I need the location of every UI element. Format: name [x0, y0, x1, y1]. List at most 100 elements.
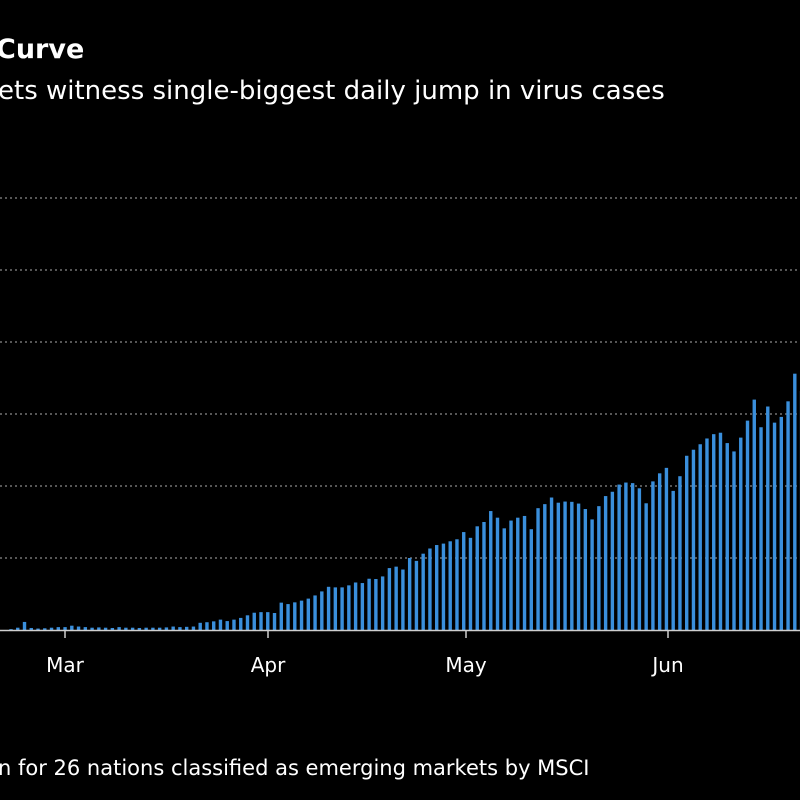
bar — [529, 529, 533, 630]
bar — [239, 617, 243, 630]
bar — [462, 532, 466, 630]
bar — [144, 627, 148, 630]
bar — [428, 548, 432, 630]
bar — [124, 627, 128, 630]
bar — [252, 612, 256, 630]
bar — [394, 566, 398, 630]
x-ticks: Mar Apr May Jun — [46, 630, 684, 677]
bar — [549, 497, 554, 630]
bar — [367, 578, 371, 630]
bar — [16, 627, 20, 630]
bar — [509, 520, 513, 630]
bar — [259, 612, 263, 630]
bar — [347, 585, 351, 630]
bar — [97, 627, 101, 630]
bar — [657, 473, 662, 630]
bar — [374, 579, 378, 630]
bar — [448, 541, 452, 630]
bar — [407, 558, 412, 630]
bar — [212, 621, 216, 630]
bar — [83, 627, 88, 630]
chart-subtitle: ets witness single-biggest daily jump in… — [0, 76, 665, 106]
bar — [117, 627, 121, 630]
bar — [725, 443, 729, 630]
chart-footnote: n for 26 nations classified as emerging … — [0, 756, 590, 780]
bar — [732, 451, 736, 630]
bar — [29, 627, 33, 630]
bar — [468, 537, 473, 630]
bar — [380, 576, 385, 630]
bar — [637, 488, 642, 630]
bar — [76, 626, 81, 630]
bar — [766, 406, 770, 630]
bar — [110, 627, 115, 630]
x-tick-label: Mar — [46, 653, 85, 677]
bar — [556, 502, 561, 630]
bar — [698, 444, 702, 630]
bar — [198, 622, 202, 630]
bar — [36, 628, 40, 630]
bar — [793, 373, 797, 630]
bar — [644, 503, 648, 630]
bar — [130, 627, 135, 630]
bar — [651, 481, 655, 630]
bars — [9, 373, 800, 630]
bar — [779, 416, 783, 630]
bar — [326, 586, 331, 630]
bar — [137, 627, 142, 630]
bar — [157, 627, 162, 630]
bar — [218, 619, 223, 630]
bar — [502, 528, 506, 630]
bar — [516, 517, 520, 630]
bar — [225, 621, 229, 630]
bar — [590, 519, 594, 630]
bar — [178, 627, 182, 630]
bar — [495, 517, 500, 630]
x-tick-label: May — [445, 653, 487, 677]
bar — [306, 598, 311, 630]
bar — [313, 595, 317, 630]
bar — [63, 627, 67, 630]
bar — [712, 434, 716, 630]
bar — [603, 496, 608, 630]
bar — [664, 467, 669, 630]
bar — [705, 438, 709, 630]
bar — [43, 628, 47, 630]
bar — [90, 627, 94, 630]
bar — [279, 602, 283, 630]
bar — [333, 587, 338, 630]
bar — [245, 615, 250, 630]
bar — [745, 420, 750, 630]
bar — [617, 484, 621, 630]
bar — [434, 545, 439, 630]
bar — [103, 627, 108, 630]
bar — [455, 539, 459, 630]
bar — [293, 602, 297, 630]
bar — [678, 476, 682, 630]
bar — [164, 627, 169, 630]
bar — [543, 504, 547, 630]
bar — [184, 626, 189, 630]
x-tick-label: Jun — [650, 653, 683, 677]
bar — [691, 449, 696, 630]
bar — [299, 600, 304, 630]
bar — [570, 501, 574, 630]
bar — [739, 437, 743, 630]
bar — [685, 455, 689, 630]
bar — [266, 612, 270, 630]
bar — [671, 490, 675, 630]
bar — [475, 526, 479, 630]
bar — [232, 619, 236, 630]
bar — [482, 522, 486, 630]
bar — [205, 622, 209, 630]
bar — [489, 511, 493, 630]
bar — [401, 569, 405, 630]
bar — [320, 591, 324, 630]
bar — [151, 627, 155, 630]
bar — [718, 432, 723, 630]
bar — [583, 509, 588, 630]
bar — [786, 401, 790, 630]
bar — [576, 503, 581, 630]
bar — [171, 626, 175, 630]
